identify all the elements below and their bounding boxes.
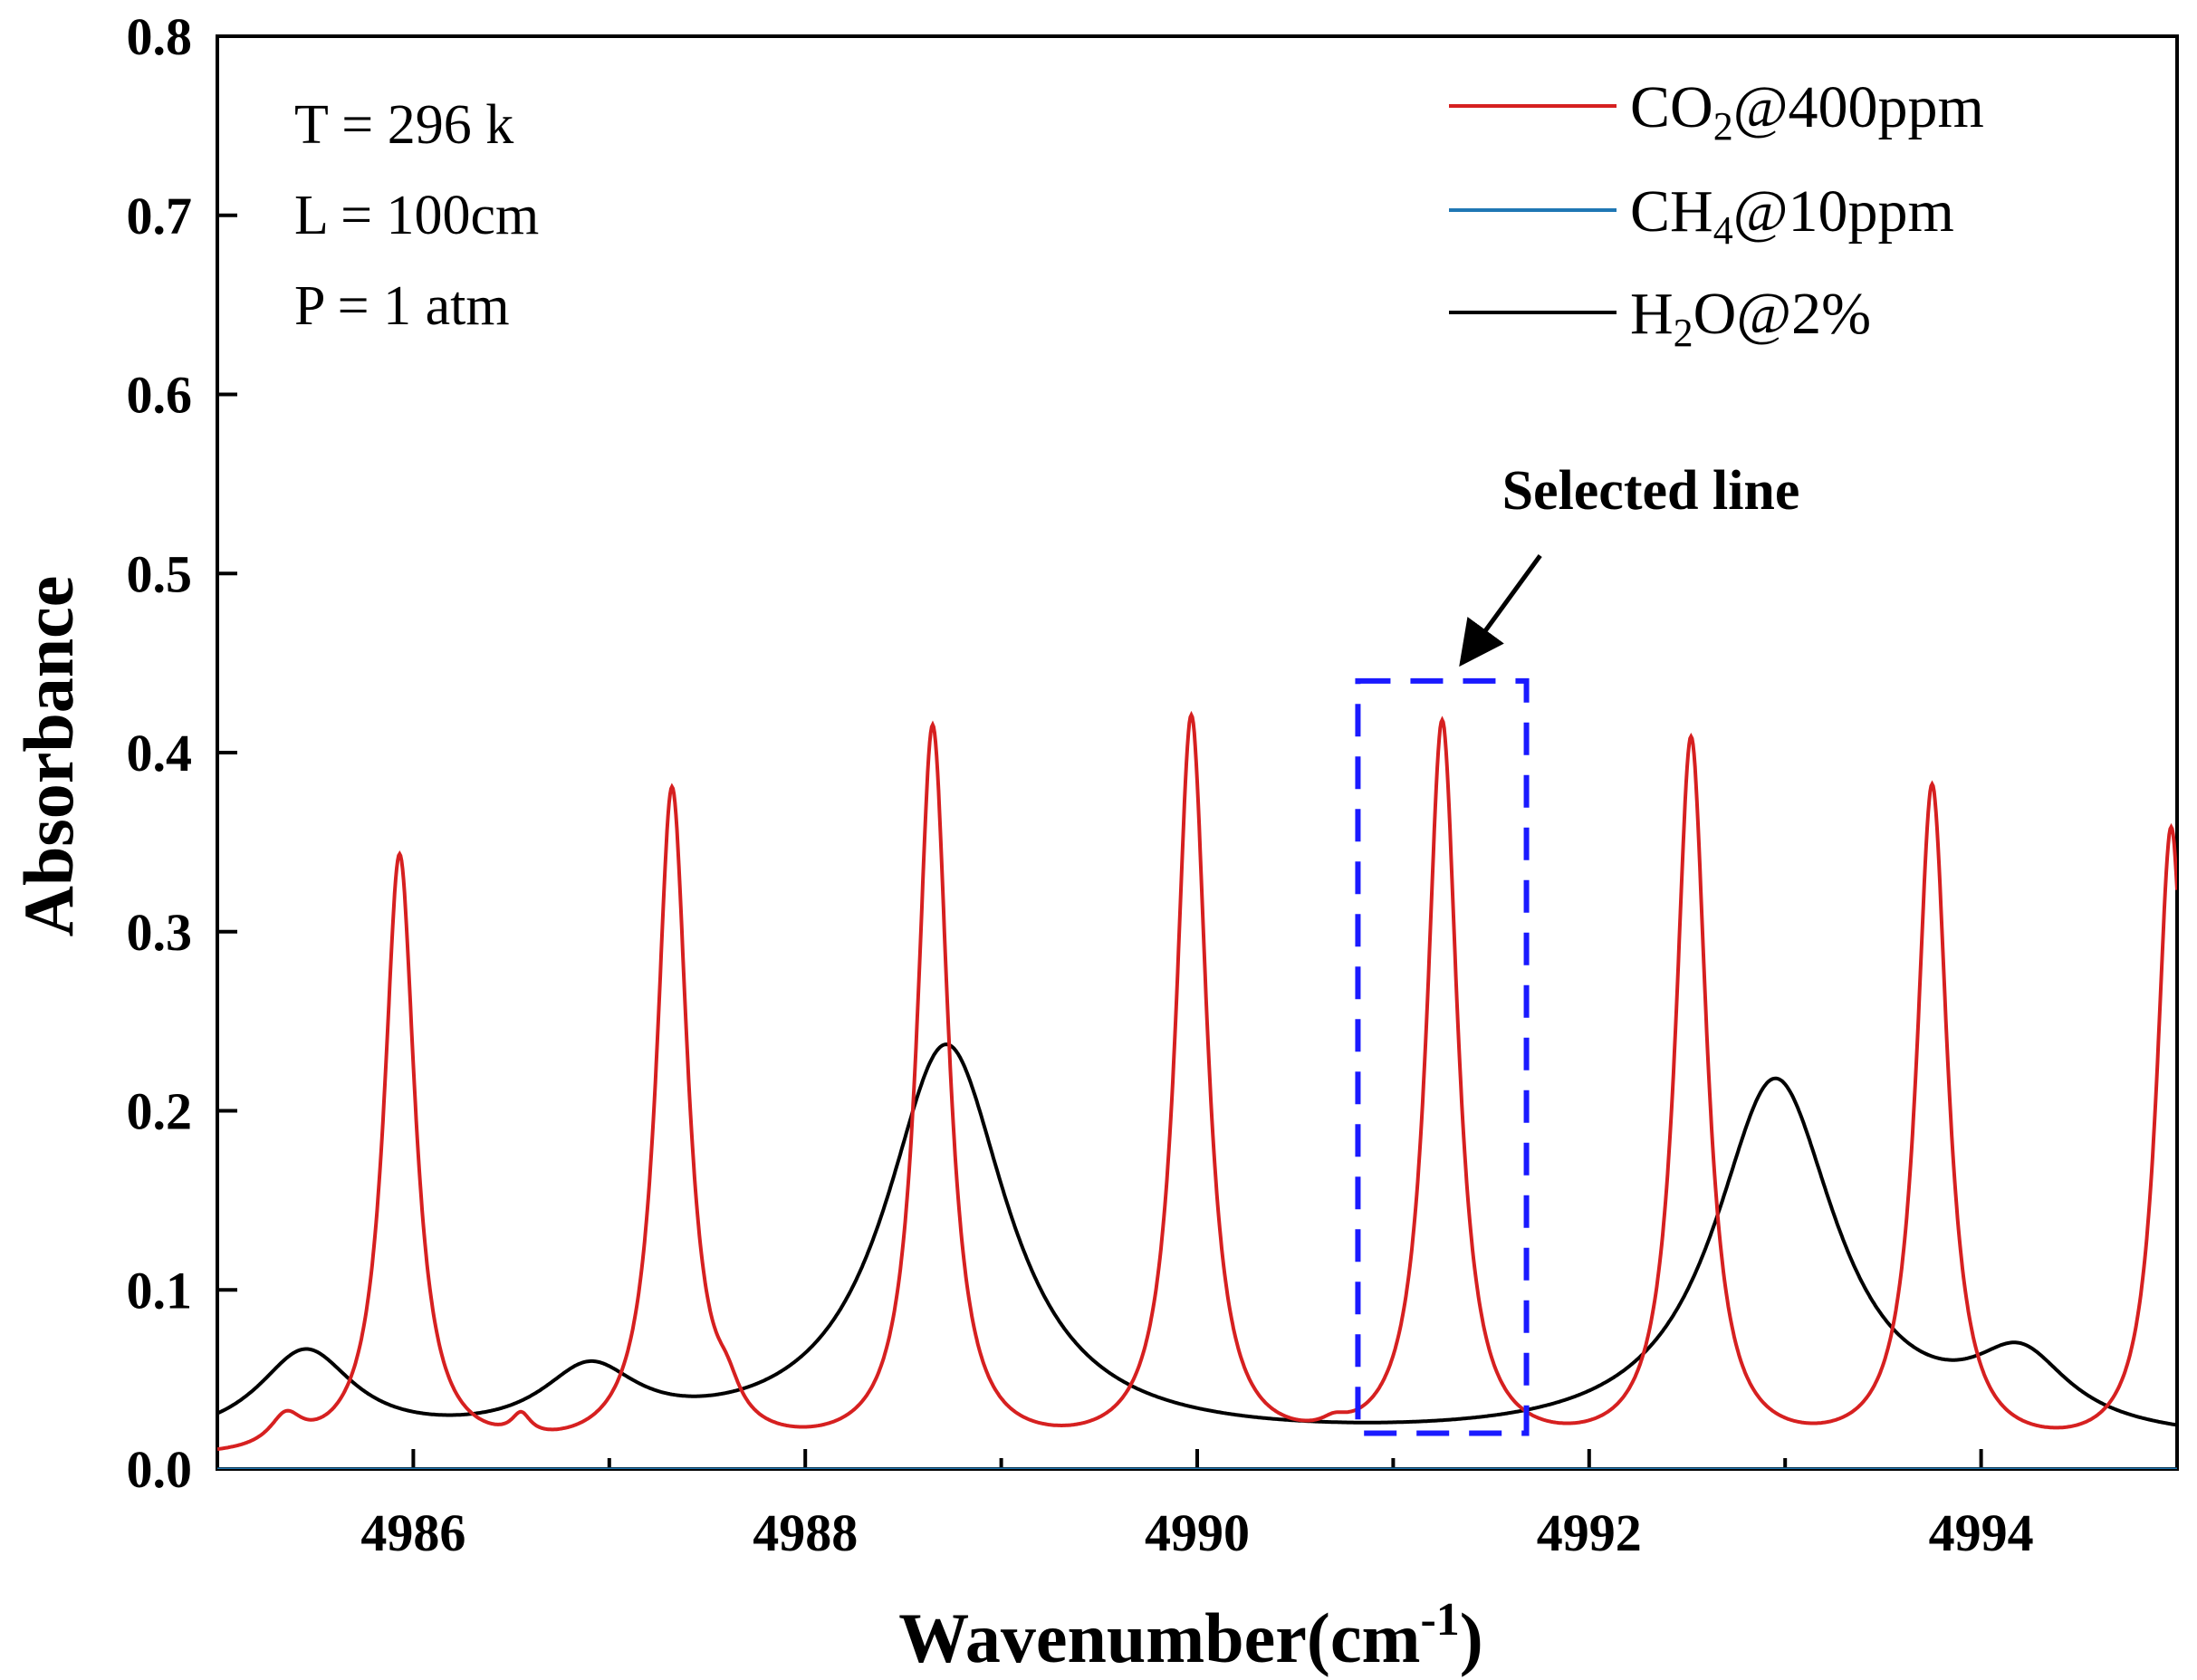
condition-pressure: P = 1 atm [294,275,510,337]
x-tick-label: 4994 [1929,1503,2034,1562]
x-tick-label: 4986 [360,1503,465,1562]
y-tick-label: 0.7 [127,187,193,245]
legend-label-co2: CO2@400ppm [1630,74,1984,149]
y-tick-label: 0.2 [127,1082,193,1141]
x-tick-label: 4992 [1537,1503,1642,1562]
y-axis-title: Absorbance [9,576,88,937]
selected-line-box [1355,677,1530,1436]
legend-label-ch4: CH4@10ppm [1630,178,1954,253]
series-line-h2o [217,1042,2177,1427]
condition-temperature: T = 296 k [294,94,513,156]
legend: CO2@400ppm CH4@10ppm H2O@2% [1449,74,1984,355]
x-tick-label: 4990 [1145,1503,1250,1562]
x-axis: 4986 4988 4990 4992 4994 [216,1449,2179,1562]
y-tick-label: 0.8 [127,7,193,66]
x-axis-title: Wavenumber(cm-1) [898,1594,1483,1677]
y-tick-label: 0.3 [127,903,193,962]
condition-length: L = 100cm [294,185,539,246]
selected-line-arrow [1459,554,1542,667]
y-tick-label: 0.6 [127,366,193,425]
y-tick-label: 0.1 [127,1261,193,1320]
series-line-co2 [217,710,2177,1452]
y-tick-label: 0.4 [127,724,193,782]
y-axis: 0.0 0.1 0.2 0.3 0.4 0.5 0.6 0.7 0.8 [127,7,237,1499]
legend-label-h2o: H2O@2% [1630,281,1871,355]
selected-line-label: Selected line [1502,460,1800,522]
x-tick-label: 4988 [753,1503,858,1562]
y-tick-label: 0.0 [127,1440,193,1499]
y-tick-label: 0.5 [127,544,193,603]
